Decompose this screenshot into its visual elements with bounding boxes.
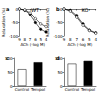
svg-text:Tempol: Tempol [80, 87, 95, 92]
svg-text:-50: -50 [56, 20, 63, 25]
svg-text:7: 7 [75, 37, 78, 42]
svg-text:6: 6 [34, 37, 37, 42]
svg-text:ACh (-log M): ACh (-log M) [68, 42, 93, 47]
svg-text:a: a [6, 6, 9, 12]
svg-text:4: 4 [94, 37, 97, 42]
svg-text:ACh (-log M): ACh (-log M) [20, 42, 45, 47]
svg-text:0: 0 [60, 84, 63, 89]
svg-text:6: 6 [82, 37, 85, 42]
svg-text:Relaxation (%): Relaxation (%) [1, 7, 6, 37]
svg-text:c: c [6, 55, 9, 61]
svg-text:Relaxation (%): Relaxation (%) [45, 7, 50, 37]
svg-text:Control: Control [65, 87, 79, 92]
svg-text:8: 8 [69, 37, 72, 42]
svg-text:-100: -100 [9, 34, 19, 39]
svg-text:-50: -50 [11, 20, 18, 25]
svg-text:b: b [56, 6, 60, 12]
svg-text:4: 4 [45, 37, 48, 42]
svg-text:7: 7 [29, 37, 32, 42]
svg-text:0: 0 [10, 84, 13, 89]
svg-text:0: 0 [60, 6, 63, 12]
svg-text:9: 9 [63, 37, 66, 42]
svg-text:5: 5 [39, 37, 42, 42]
svg-text:100: 100 [5, 56, 13, 61]
svg-text:-100: -100 [53, 34, 63, 39]
svg-text:WT: WT [31, 7, 40, 13]
svg-text:Tempol: Tempol [30, 87, 45, 92]
svg-text:KO: KO [82, 7, 89, 13]
svg-text:d: d [56, 55, 60, 61]
svg-text:5: 5 [88, 37, 91, 42]
svg-text:50: 50 [57, 70, 63, 75]
svg-text:9: 9 [18, 37, 21, 42]
svg-text:Control: Control [15, 87, 29, 92]
svg-text:50: 50 [7, 70, 13, 75]
svg-text:8: 8 [24, 37, 27, 42]
svg-text:100: 100 [55, 56, 63, 61]
svg-text:0: 0 [15, 6, 18, 12]
